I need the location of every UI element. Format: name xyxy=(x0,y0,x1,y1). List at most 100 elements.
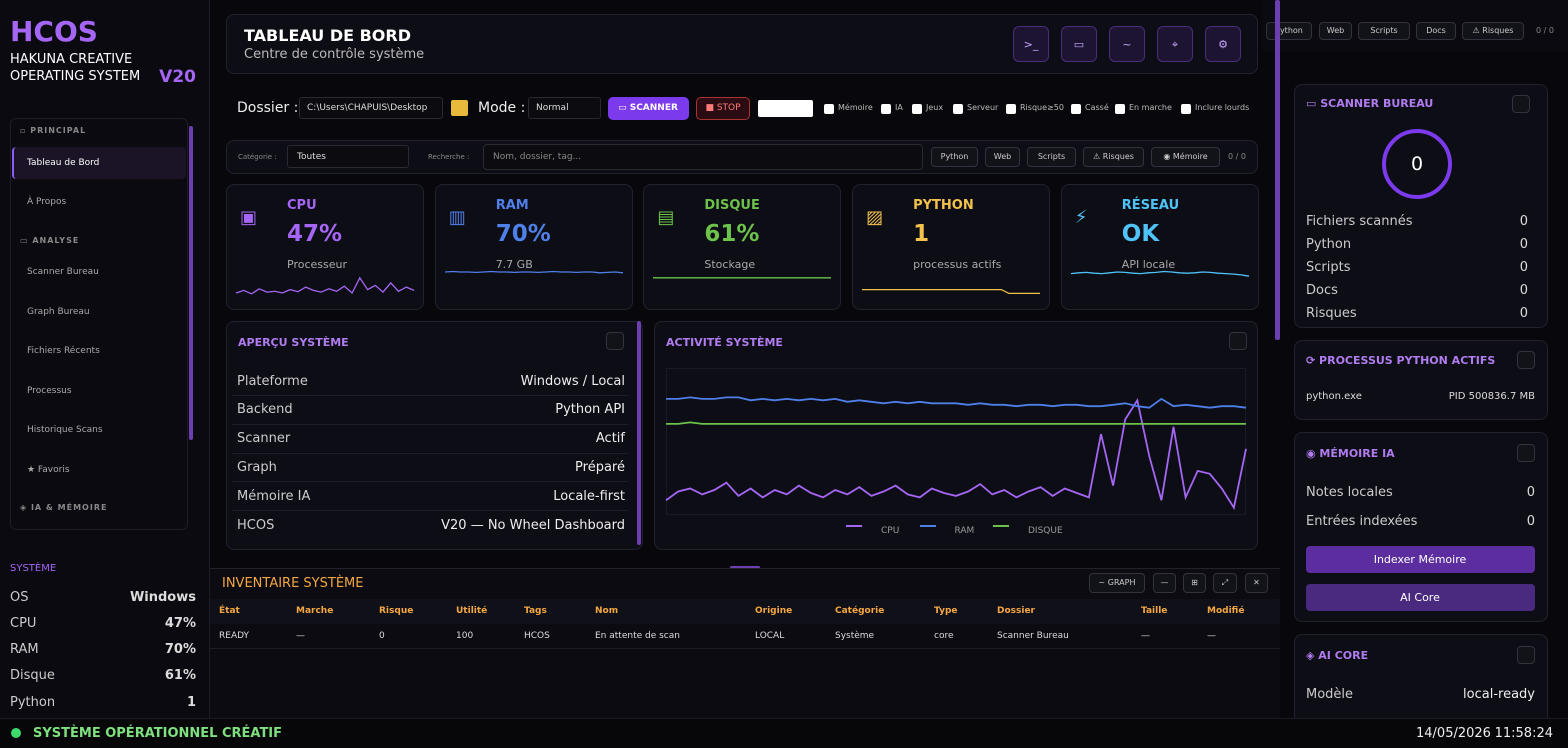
filter-button[interactable] xyxy=(1319,22,1352,40)
row-separator xyxy=(232,423,628,425)
filter-label: Web xyxy=(993,152,1012,161)
checkbox[interactable] xyxy=(912,104,922,114)
nav-item[interactable]: Graph Bureau xyxy=(27,306,90,317)
legend-swatch xyxy=(993,525,1009,527)
checkbox[interactable] xyxy=(1006,104,1016,114)
row-label: Fichiers scannés xyxy=(1306,213,1413,229)
card-label: CPU xyxy=(287,197,317,213)
checkbox[interactable] xyxy=(1071,104,1081,114)
panel-title: ▭ SCANNER BUREAU xyxy=(1306,96,1434,110)
filter-button[interactable] xyxy=(1083,147,1144,167)
panel-button[interactable] xyxy=(1213,573,1237,593)
nav-item[interactable]: Tableau de Bord xyxy=(27,157,100,168)
filter-button[interactable] xyxy=(1027,147,1076,167)
check-label: Serveur xyxy=(967,103,999,112)
row-label: Backend xyxy=(237,402,293,418)
checkbox[interactable] xyxy=(824,104,834,114)
collapse-button[interactable] xyxy=(1229,332,1247,350)
card-label: RAM xyxy=(495,197,529,213)
row-value: Locale-first xyxy=(553,488,625,504)
row-separator xyxy=(232,481,628,483)
row-separator xyxy=(232,395,628,396)
button-label: ✕ xyxy=(1253,578,1260,587)
nav-item[interactable]: ★ Favoris xyxy=(27,464,70,475)
row-value: V20 — No Wheel Dashboard xyxy=(441,517,625,533)
table-cell: — xyxy=(1141,630,1150,641)
ai_core-panel xyxy=(1294,634,1548,724)
spark-line xyxy=(235,276,415,295)
stop-button[interactable] xyxy=(696,97,750,120)
nav-item[interactable]: Scanner Bureau xyxy=(27,267,99,277)
card-value: OK xyxy=(1121,220,1160,247)
nav-item[interactable]: Processus xyxy=(27,385,72,396)
checkbox[interactable] xyxy=(881,104,891,114)
filter-button[interactable] xyxy=(1416,22,1456,40)
nav-section: ▭ ANALYSE xyxy=(20,235,80,245)
status-text: SYSTÈME OPÉRATIONNEL CRÉATIF xyxy=(33,725,283,741)
checkbox[interactable] xyxy=(1115,104,1125,114)
filter-button[interactable] xyxy=(985,147,1020,167)
icon-button[interactable] xyxy=(1061,26,1097,62)
table-cell: — xyxy=(296,630,305,641)
card-icon: ⚡ xyxy=(1074,207,1088,228)
icon-button[interactable] xyxy=(1157,26,1193,62)
collapse-button[interactable] xyxy=(1512,95,1530,113)
sparkline xyxy=(862,288,1041,295)
row-label: Mémoire IA xyxy=(237,488,311,504)
filter-button[interactable] xyxy=(931,147,978,167)
filter-button[interactable] xyxy=(1462,22,1524,40)
folder-input[interactable] xyxy=(299,97,443,119)
row-label: Python xyxy=(1306,236,1352,252)
search-input[interactable] xyxy=(483,144,923,170)
row-value: Actif xyxy=(595,431,625,447)
table-cell: LOCAL xyxy=(755,630,785,641)
row-value: 0 xyxy=(1519,305,1528,321)
card-label: DISQUE xyxy=(704,197,760,213)
card-sub: API locale xyxy=(1121,257,1176,271)
filter-button[interactable] xyxy=(1358,22,1410,40)
icon-button[interactable] xyxy=(1013,26,1049,62)
sparkline xyxy=(235,276,415,295)
action-button[interactable] xyxy=(1306,546,1535,573)
check-label: Inclure lourds xyxy=(1195,103,1250,112)
blank-input[interactable] xyxy=(758,100,813,117)
category-value: Toutes xyxy=(297,151,326,162)
panel-button[interactable] xyxy=(1089,573,1145,593)
legend-swatch xyxy=(919,525,936,527)
row-label: Entrées indexées xyxy=(1306,513,1418,529)
icon-button[interactable] xyxy=(1205,26,1241,62)
row-value: 0 xyxy=(1519,213,1528,229)
card-sub: Processeur xyxy=(287,257,347,271)
icon-button[interactable] xyxy=(1109,26,1145,62)
spark-line xyxy=(862,288,1041,295)
panel-button[interactable] xyxy=(1153,573,1176,593)
checkbox[interactable] xyxy=(1181,104,1191,114)
scan-button[interactable] xyxy=(608,97,689,120)
system-value: 61% xyxy=(164,668,196,684)
nav-item[interactable]: À Propos xyxy=(27,197,67,207)
row-label: Docs xyxy=(1306,282,1338,298)
icon: ⌖ xyxy=(1171,37,1179,51)
count: 0 / 0 xyxy=(1536,26,1554,35)
checkbox[interactable] xyxy=(953,104,963,114)
category-label: Catégorie : xyxy=(238,152,277,161)
action-button[interactable] xyxy=(1306,584,1535,611)
plot-area xyxy=(666,368,1246,515)
collapse-button[interactable] xyxy=(606,332,624,350)
nav-item[interactable]: Fichiers Récents xyxy=(27,346,100,356)
filter-button[interactable] xyxy=(1151,147,1220,167)
collapse-button[interactable] xyxy=(1517,444,1535,462)
nav-item[interactable]: Historique Scans xyxy=(27,425,103,435)
card-sub: processus actifs xyxy=(913,257,1002,271)
collapse-button[interactable] xyxy=(1517,351,1535,369)
collapse-button[interactable] xyxy=(1517,646,1535,664)
column-header: Catégorie xyxy=(835,605,885,616)
filter-label: Web xyxy=(1326,26,1345,35)
mode-select[interactable] xyxy=(528,97,601,119)
panel-button[interactable] xyxy=(1183,573,1206,593)
card-icon: ▤ xyxy=(657,207,675,228)
filter-label: Python xyxy=(1275,26,1303,35)
panel-button[interactable] xyxy=(1245,573,1268,593)
category-select[interactable] xyxy=(287,145,409,168)
folder-icon[interactable] xyxy=(451,100,468,116)
